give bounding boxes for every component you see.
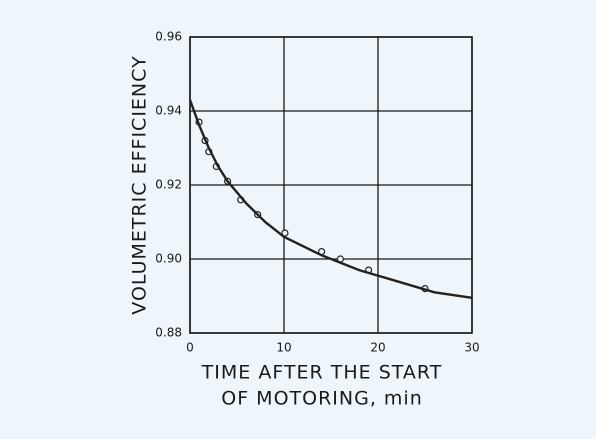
y-tick-label: 0.88 [155,326,182,340]
y-tick-label: 0.96 [155,30,182,44]
y-axis-label: VOLUMETRIC EFFICIENCY [129,55,151,314]
y-tick-label: 0.92 [155,178,182,192]
y-tick-label: 0.90 [155,252,182,266]
x-axis-label: OF MOTORING, min [221,388,422,410]
x-tick-label: 0 [186,341,194,355]
y-tick-label: 0.94 [155,104,182,118]
x-tick-label: 20 [370,341,385,355]
x-tick-label: 10 [276,341,291,355]
x-tick-label: 30 [464,341,479,355]
x-axis-label: TIME AFTER THE START [201,362,443,384]
fit-curve [188,99,473,300]
